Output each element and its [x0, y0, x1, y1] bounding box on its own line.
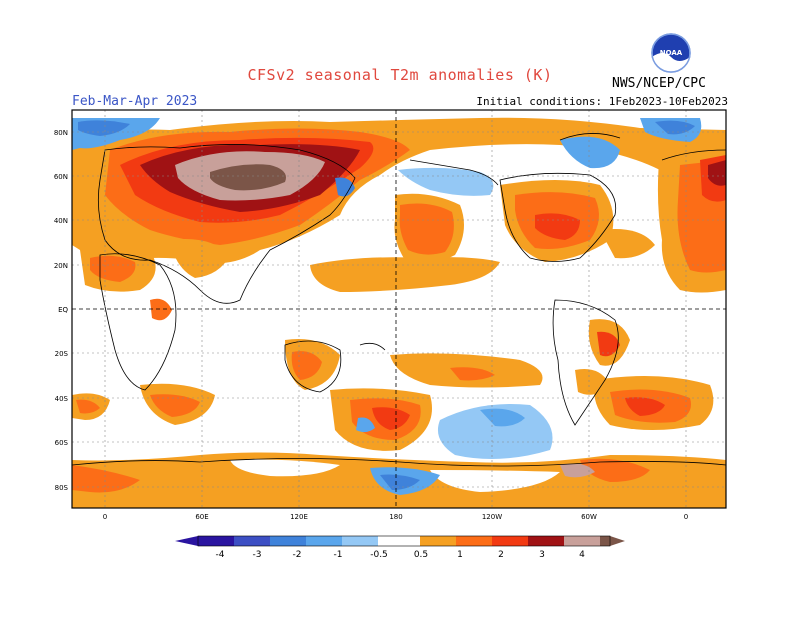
lon-label: 180	[389, 513, 402, 521]
legend-swatch	[600, 536, 610, 546]
legend-swatch	[306, 536, 342, 546]
legend-arrow-high	[610, 536, 625, 546]
lon-label: 120E	[290, 513, 308, 521]
legend-label: -3	[253, 550, 262, 560]
legend-swatch	[564, 536, 600, 546]
legend-label: 4	[579, 550, 585, 560]
legend-label: -1	[334, 550, 343, 560]
legend-swatch	[456, 536, 492, 546]
legend-swatch	[378, 536, 420, 546]
lat-label: 60S	[55, 439, 69, 447]
legend-label: 1	[457, 550, 463, 560]
lon-label: 0	[684, 513, 688, 521]
lon-label: 60E	[195, 513, 208, 521]
equator-and-dateline	[72, 110, 726, 508]
lat-label: 60N	[54, 173, 68, 181]
anomaly-fields	[72, 117, 726, 508]
longitude-labels: 0 60E 120E 180 120W 60W 0	[103, 513, 688, 521]
lon-label: 120W	[482, 513, 502, 521]
legend-label: -0.5	[370, 550, 388, 560]
legend-swatch	[342, 536, 378, 546]
lat-label: 20N	[54, 262, 68, 270]
season-label: Feb-Mar-Apr 2023	[72, 94, 198, 109]
noaa-logo-text: NOAA	[660, 49, 683, 57]
lat-label: 20S	[55, 350, 69, 358]
legend-label: 3	[539, 550, 545, 560]
legend-label: -4	[216, 550, 225, 560]
legend-labels: -4 -3 -2 -1 -0.5 0.5 1 2 3 4	[216, 550, 586, 560]
map-title: CFSv2 seasonal T2m anomalies (K)	[247, 66, 553, 84]
legend-swatch	[234, 536, 270, 546]
lat-label: 80N	[54, 129, 68, 137]
coastlines	[72, 133, 726, 467]
legend-swatch	[528, 536, 564, 546]
lat-label: 80S	[55, 484, 69, 492]
legend-swatch	[492, 536, 528, 546]
map-grid	[72, 110, 726, 508]
lon-label: 0	[103, 513, 107, 521]
legend-label: 2	[498, 550, 504, 560]
latitude-labels: 80N 60N 40N 20N EQ 20S 40S 60S 80S	[54, 129, 69, 492]
legend-arrow-low	[175, 536, 198, 546]
map-frame	[71, 109, 727, 509]
legend-swatch	[198, 536, 234, 546]
organization-label: NWS/NCEP/CPC	[612, 76, 706, 91]
initial-conditions-label: Initial conditions: 1Feb2023-10Feb2023	[476, 95, 728, 108]
legend-swatch	[420, 536, 456, 546]
legend-label: -2	[293, 550, 302, 560]
lon-label: 60W	[581, 513, 597, 521]
lat-label: EQ	[58, 306, 68, 314]
noaa-logo-icon: NOAA	[651, 33, 691, 73]
lat-label: 40S	[55, 395, 69, 403]
lat-label: 40N	[54, 217, 68, 225]
legend-swatch	[270, 536, 306, 546]
legend-label: 0.5	[414, 550, 428, 560]
